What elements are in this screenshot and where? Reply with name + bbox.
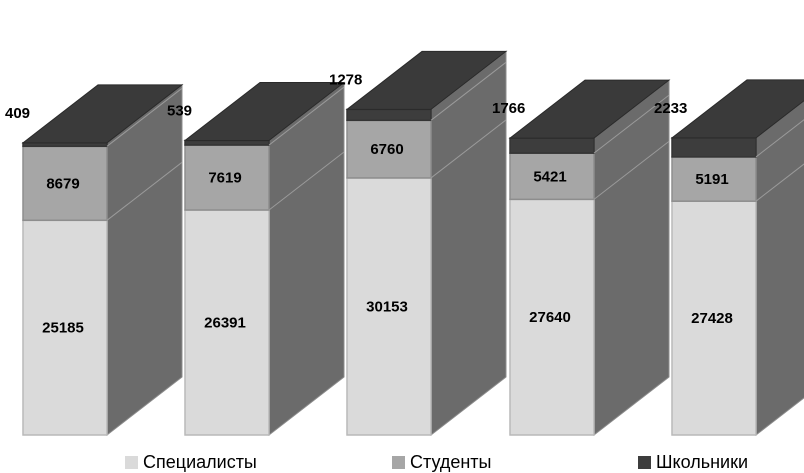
label-students-1: 8679 (46, 175, 79, 192)
column-5-side-divider (755, 163, 804, 202)
legend-label-specialists: Специалисты (143, 452, 257, 472)
column-5-side-divider (755, 119, 804, 158)
bar-schoolchildren-4 (509, 137, 595, 154)
column-3-side-divider (430, 119, 507, 179)
label-students-4: 5421 (533, 168, 566, 185)
label-schoolchildren-5: 2233 (654, 100, 687, 117)
column-4-top (508, 79, 671, 139)
column-2-top (183, 81, 346, 141)
bar-specialists-2 (184, 209, 270, 436)
label-students-2: 7619 (208, 170, 241, 187)
column-4-side-divider (593, 94, 670, 154)
bar-specialists-5 (671, 200, 757, 436)
label-schoolchildren-1: 409 (5, 105, 30, 122)
column-2-side-divider (268, 151, 345, 211)
bar-schoolchildren-3 (346, 108, 432, 122)
label-specialists-3: 30153 (366, 298, 408, 315)
bar-specialists-4 (509, 198, 595, 436)
legend-item-specialists: Специалисты (125, 452, 257, 473)
legend-item-schoolchildren: Школьники (638, 452, 748, 473)
column-4-side-divider (593, 140, 670, 200)
column-1-top (21, 84, 184, 144)
label-students-3: 6760 (370, 141, 403, 158)
bar-schoolchildren-1 (22, 142, 108, 148)
label-specialists-4: 27640 (529, 309, 571, 326)
column-2-side (268, 81, 345, 437)
column-1-side-divider (106, 161, 183, 221)
label-specialists-2: 26391 (204, 315, 246, 332)
column-2-side-divider (268, 86, 345, 146)
label-schoolchildren-4: 1766 (492, 100, 525, 117)
label-specialists-5: 27428 (691, 310, 733, 327)
legend-swatch-specialists (125, 456, 138, 469)
column-1-side-divider (106, 87, 183, 147)
label-specialists-1: 25185 (42, 320, 84, 337)
column-3-side-divider (430, 61, 507, 121)
bar-schoolchildren-5 (671, 137, 757, 158)
column-4-side (593, 79, 670, 437)
legend-swatch-schoolchildren (638, 456, 651, 469)
label-schoolchildren-2: 539 (167, 102, 192, 119)
label-schoolchildren-3: 1278 (329, 71, 362, 88)
label-students-5: 5191 (695, 171, 728, 188)
bar-specialists-1 (22, 219, 108, 436)
bar-students-2 (184, 144, 270, 211)
bar-schoolchildren-2 (184, 139, 270, 146)
bar-students-1 (22, 145, 108, 222)
column-5-top (670, 79, 804, 139)
legend-item-students: Студенты (392, 452, 491, 473)
legend-label-students: Студенты (410, 452, 492, 472)
legend-swatch-students (392, 456, 405, 469)
bar-students-4 (509, 152, 595, 201)
chart-legend: Специалисты Студенты Школьники (0, 452, 804, 473)
column-3-top (345, 50, 508, 110)
legend-label-schoolchildren: Школьники (656, 452, 748, 472)
bar-specialists-3 (346, 177, 432, 436)
column-5-side (755, 100, 804, 437)
